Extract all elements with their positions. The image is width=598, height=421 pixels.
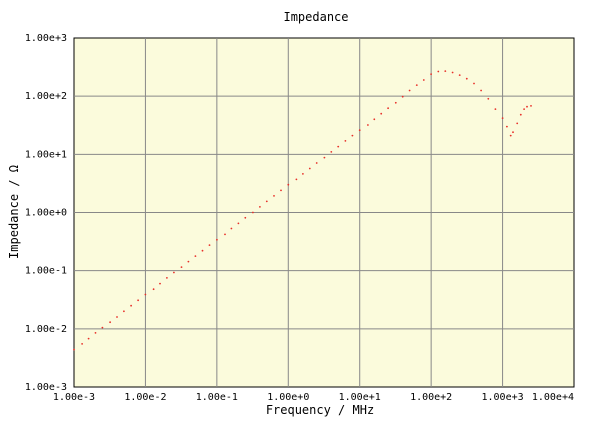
data-point <box>465 77 468 80</box>
data-point <box>159 282 161 285</box>
x-tick-label: 1.00e-1 <box>196 392 238 403</box>
data-point <box>526 105 528 108</box>
data-point <box>401 95 404 98</box>
x-axis-ticks: 1.00e-3 1.00e-2 1.00e-1 1.00e+0 1.00e+1 1.00e… <box>53 392 574 403</box>
data-point <box>437 70 440 73</box>
y-tick-label: 1.00e+3 <box>25 33 67 44</box>
data-point <box>394 101 397 104</box>
data-point <box>512 131 514 134</box>
data-point <box>201 249 204 252</box>
x-tick-label: 1.00e+4 <box>532 392 574 403</box>
data-point <box>519 113 522 116</box>
data-point <box>295 178 298 181</box>
data-point <box>408 89 411 92</box>
data-point <box>287 183 290 186</box>
data-point <box>351 134 354 137</box>
data-point <box>302 173 304 175</box>
data-point <box>458 74 461 76</box>
data-point <box>358 129 361 132</box>
data-point <box>87 337 90 340</box>
data-point <box>315 162 318 164</box>
data-point <box>187 260 190 263</box>
x-tick-label: 1.00e-3 <box>53 392 95 403</box>
data-point <box>137 299 140 302</box>
data-point <box>344 140 347 142</box>
data-point <box>480 89 482 92</box>
data-point <box>451 71 454 74</box>
data-point <box>422 79 425 81</box>
data-point <box>415 84 418 86</box>
data-point <box>144 293 147 296</box>
data-point <box>101 326 104 329</box>
data-point <box>173 271 175 274</box>
data-point <box>380 112 383 115</box>
data-point <box>208 244 211 247</box>
y-tick-label: 1.00e+2 <box>25 91 67 102</box>
data-point <box>516 122 519 125</box>
data-point <box>308 167 311 170</box>
data-point <box>130 304 133 307</box>
data-point <box>244 216 247 219</box>
grid-lines <box>74 38 574 387</box>
data-point <box>252 211 254 214</box>
data-point <box>237 222 240 225</box>
chart-title: Impedance <box>283 10 348 24</box>
y-tick-label: 1.00e-2 <box>25 324 67 335</box>
data-point <box>280 189 282 192</box>
data-point <box>387 107 389 110</box>
y-axis-ticks: 1.00e+3 1.00e+2 1.00e+1 1.00e+0 1.00e-1 1.00e… <box>25 33 67 393</box>
data-point <box>73 348 75 351</box>
data-point <box>330 151 333 153</box>
data-point <box>116 316 118 318</box>
x-tick-label: 1.00e+1 <box>339 392 381 403</box>
data-point <box>273 195 275 197</box>
data-point <box>373 118 376 121</box>
data-points <box>73 70 532 351</box>
x-axis-label: Frequency / MHz <box>266 403 374 417</box>
data-point <box>123 310 125 313</box>
data-point <box>94 332 97 334</box>
y-tick-label: 1.00e+1 <box>25 149 67 160</box>
data-point <box>337 145 340 148</box>
data-point <box>259 206 261 208</box>
data-point <box>430 73 432 75</box>
data-point <box>81 343 83 345</box>
data-point <box>194 255 197 257</box>
data-point <box>152 288 155 291</box>
data-point <box>323 156 326 159</box>
data-point <box>444 70 447 72</box>
data-point <box>265 200 268 203</box>
data-point <box>523 108 525 110</box>
data-point <box>216 238 218 241</box>
x-tick-label: 1.00e+2 <box>410 392 452 403</box>
data-point <box>487 97 490 100</box>
data-point <box>506 125 508 128</box>
x-tick-label: 1.00e-2 <box>124 392 166 403</box>
y-tick-label: 1.00e-1 <box>25 266 67 277</box>
y-tick-label: 1.00e-3 <box>25 382 67 393</box>
data-point <box>494 108 497 110</box>
data-point <box>224 233 226 236</box>
data-point <box>367 124 369 126</box>
data-point <box>501 117 504 119</box>
data-point <box>109 321 111 324</box>
data-point <box>473 82 475 85</box>
y-tick-label: 1.00e+0 <box>25 208 67 219</box>
data-point <box>180 266 183 268</box>
data-point <box>509 134 512 137</box>
data-point <box>230 227 233 230</box>
data-point <box>166 277 168 279</box>
x-tick-label: 1.00e+0 <box>267 392 309 403</box>
y-axis-label: Impedance / Ω <box>7 165 21 259</box>
data-point <box>530 105 532 107</box>
x-tick-label: 1.00e+3 <box>481 392 523 403</box>
